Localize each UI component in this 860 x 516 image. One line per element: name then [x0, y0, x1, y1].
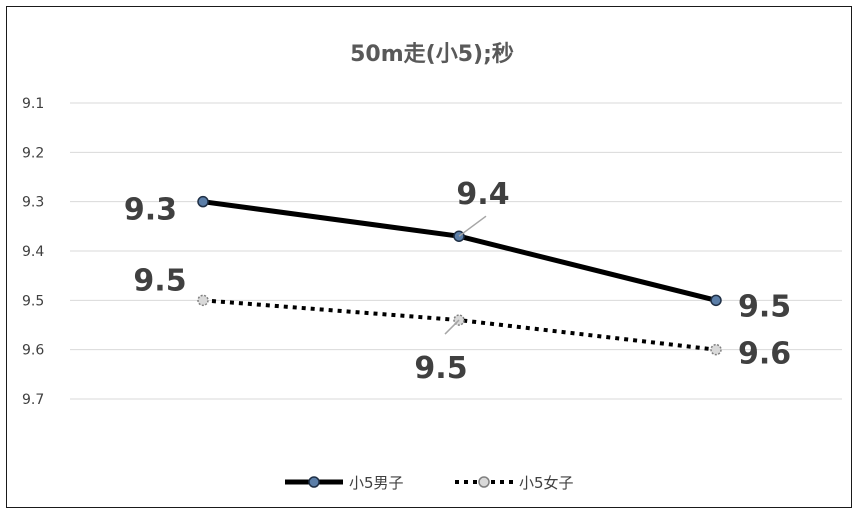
data-label: 9.4: [456, 177, 509, 212]
legend-entry: 小5女子: [519, 474, 574, 492]
y-tick-label: 9.1: [22, 96, 44, 112]
data-label: 9.5: [738, 289, 791, 324]
legend: 小5男子 小5女子: [285, 474, 574, 492]
y-tick-label: 9.5: [22, 293, 44, 309]
y-tick-label: 9.3: [22, 195, 44, 211]
data-point: [710, 294, 722, 307]
y-tick-label: 9.2: [22, 145, 44, 161]
data-point: [197, 195, 209, 208]
leader-line: [458, 215, 487, 237]
data-label: 9.5: [133, 263, 186, 298]
legend-swatch-marker: [478, 476, 490, 488]
chart-frame: [6, 6, 852, 508]
data-label: 9.5: [414, 351, 467, 386]
y-axis-ticks: 9.1 9.2 9.3 9.4 9.5 9.6 9.7: [22, 96, 44, 408]
data-labels: 9.3 9.4 9.5 9.5 9.5 9.6: [124, 177, 791, 386]
data-label: 9.6: [738, 337, 791, 372]
legend-entry: 小5男子: [349, 474, 404, 492]
series-layer: [197, 195, 722, 356]
leader-line: [444, 319, 460, 335]
data-label: 9.3: [124, 193, 177, 228]
legend-swatch-marker: [308, 476, 320, 488]
data-point: [197, 294, 209, 307]
chart-title: 50m走(小5);秒: [350, 42, 514, 67]
data-point: [710, 343, 722, 356]
y-tick-label: 9.4: [22, 244, 44, 260]
y-tick-label: 9.7: [22, 392, 44, 408]
y-tick-label: 9.6: [22, 343, 44, 359]
